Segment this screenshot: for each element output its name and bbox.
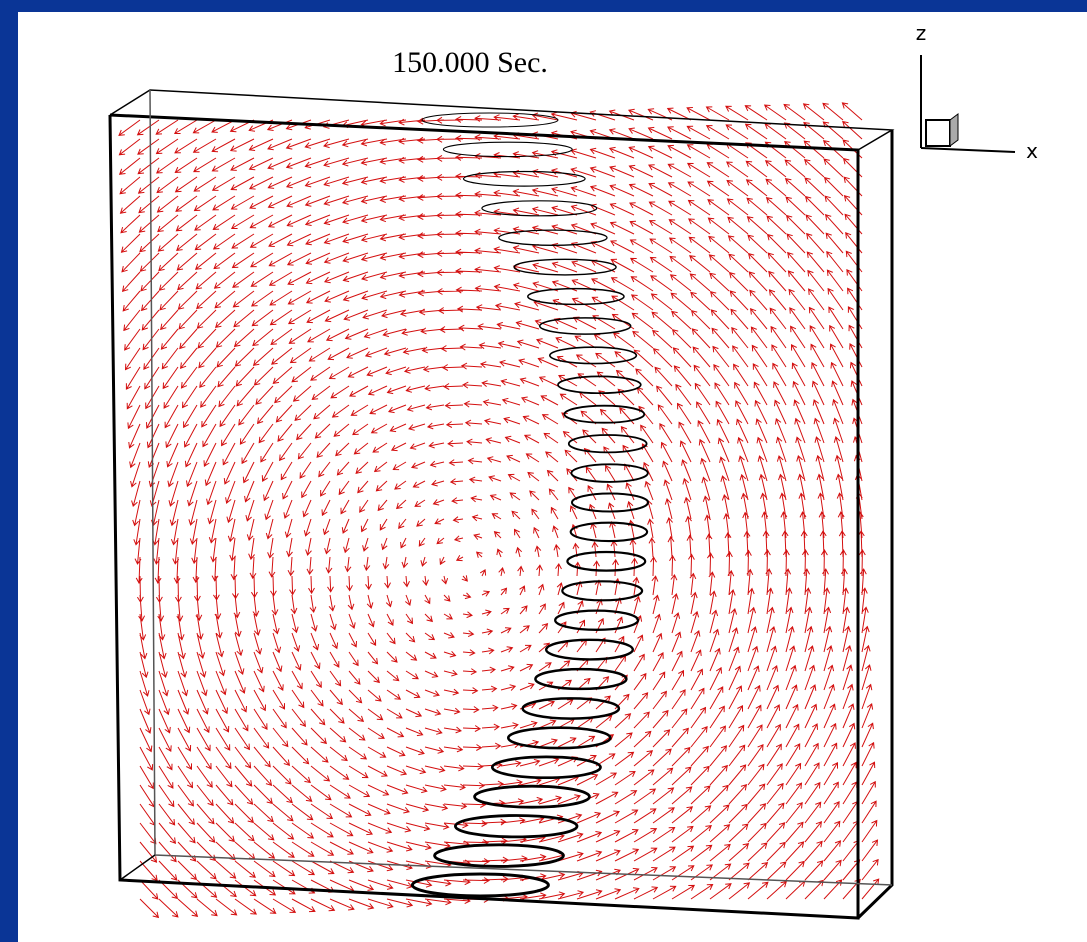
ring [572,494,648,512]
axis-triad: z x [916,21,1038,163]
ring [540,318,631,334]
title: 150.000 Sec. [392,46,548,79]
ring [514,259,616,275]
ring [464,172,586,187]
page: 150.000 Sec. z x (() => { const data = J… [0,0,1087,942]
z-label: z [916,21,927,45]
side-edge [858,130,892,918]
ring [562,581,642,600]
ring [492,757,600,778]
ring [475,786,590,807]
x-axis [921,148,1015,152]
ring [550,347,637,363]
ring [564,406,644,423]
ring [571,523,647,541]
back-edge [120,855,155,880]
ring [569,435,647,452]
ring [508,728,610,748]
arrows [119,103,879,918]
ring [482,201,597,216]
ring [567,552,645,571]
x-label: x [1026,139,1038,163]
ring [546,640,633,660]
vector-field [119,103,879,918]
cube-icon [926,120,950,146]
ring [455,816,577,837]
ring [443,142,572,156]
vortex-rings [412,113,648,896]
visualization: 150.000 Sec. z x [0,0,1087,942]
cube-icon [950,114,958,146]
ring [412,874,548,896]
